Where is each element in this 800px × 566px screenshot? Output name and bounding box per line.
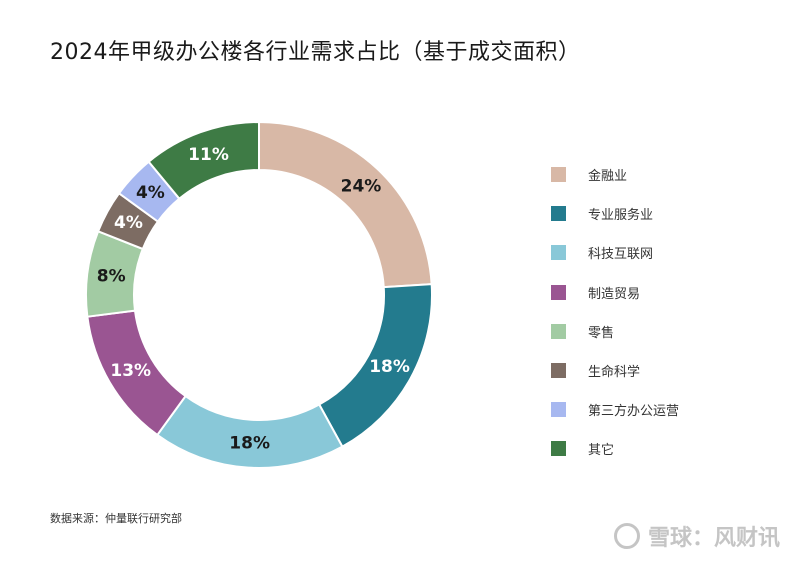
chart-title: 2024年甲级办公楼各行业需求占比（基于成交面积） bbox=[50, 40, 581, 65]
legend-label: 生命科学 bbox=[588, 365, 641, 381]
legend-label: 制造贸易 bbox=[588, 286, 641, 302]
legend-swatch bbox=[551, 402, 566, 418]
legend-swatch bbox=[551, 206, 566, 222]
legend-label: 第三方办公运营 bbox=[588, 404, 680, 420]
slice-data-label: 13% bbox=[110, 361, 151, 381]
source-note: 数据来源：仲量联行研究部 bbox=[50, 512, 182, 525]
legend-label: 金融业 bbox=[588, 169, 628, 185]
snowball-logo-icon bbox=[613, 523, 640, 549]
donut-slice-0 bbox=[258, 120, 433, 289]
legend-swatch bbox=[551, 323, 566, 339]
donut-slice-7 bbox=[147, 120, 260, 201]
watermark: 雪球：风财讯 bbox=[613, 520, 780, 552]
slice-data-label: 8% bbox=[97, 266, 126, 286]
slice-data-label: 18% bbox=[229, 434, 270, 454]
legend-item: 专业服务业 bbox=[551, 194, 679, 233]
slice-data-label: 18% bbox=[369, 357, 410, 377]
legend-label: 专业服务业 bbox=[588, 208, 654, 224]
legend-label: 科技互联网 bbox=[588, 247, 654, 263]
legend-label: 零售 bbox=[588, 325, 615, 341]
slice-data-label: 11% bbox=[188, 145, 229, 165]
legend-item: 制造贸易 bbox=[551, 273, 679, 312]
slice-data-label: 24% bbox=[341, 176, 382, 196]
legend-swatch bbox=[551, 363, 566, 379]
watermark-text: 雪球：风财讯 bbox=[647, 526, 780, 551]
legend-item: 金融业 bbox=[551, 155, 679, 194]
legend-swatch bbox=[551, 441, 566, 457]
slice-data-label: 4% bbox=[136, 183, 165, 203]
legend-item: 零售 bbox=[551, 312, 679, 351]
legend-item: 其它 bbox=[551, 429, 679, 468]
chart-legend: 金融业专业服务业科技互联网制造贸易零售生命科学第三方办公运营 其它 bbox=[551, 155, 679, 469]
slice-data-label: 4% bbox=[114, 213, 143, 233]
legend-item: 生命科学 bbox=[551, 351, 679, 390]
legend-swatch bbox=[551, 284, 566, 300]
legend-item: 科技互联网 bbox=[551, 233, 679, 272]
legend-label: 其它 bbox=[588, 443, 615, 459]
donut-slice-2 bbox=[155, 394, 344, 469]
legend-swatch bbox=[551, 167, 566, 183]
legend-swatch bbox=[551, 245, 566, 261]
legend-item: 第三方办公运营 bbox=[551, 390, 679, 429]
